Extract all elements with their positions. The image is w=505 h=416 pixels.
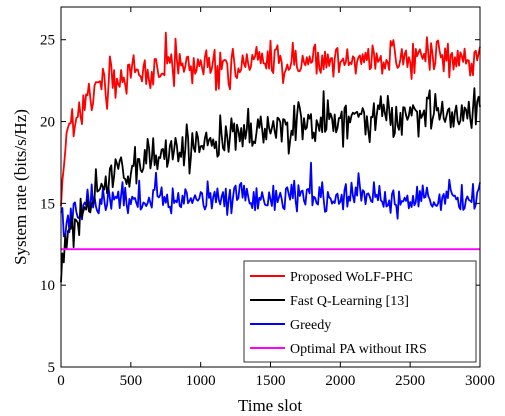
legend-label: Proposed WoLF-PHC [290,270,413,285]
y-tick-label: 5 [48,360,56,376]
y-tick-label: 25 [40,33,55,49]
legend-label: Greedy [290,318,331,333]
legend-label: Optimal PA without IRS [290,342,427,357]
x-tick-label: 1000 [186,373,216,389]
legend: Proposed WoLF-PHC Fast Q-Learning [13] Gre… [243,260,477,363]
x-tick-label: 1500 [256,373,286,389]
series-line-proposed-wolf-phc [60,31,481,207]
y-tick-label: 20 [40,115,55,131]
y-axis-label: System rate (bits/s/Hz) [11,109,30,265]
ticks-layer: 0 500 1000 1500 2000 2500 3000 5 10 15 20 25 [40,7,495,389]
y-tick-label: 15 [40,196,55,212]
legend-label: Fast Q-Learning [13] [290,294,409,309]
x-tick-label: 0 [57,373,65,389]
series-layer [60,31,481,283]
x-tick-label: 3000 [465,373,495,389]
legend-box [243,260,477,363]
y-tick-label: 10 [40,278,55,294]
x-tick-label: 2000 [325,373,355,389]
x-tick-label: 2500 [395,373,425,389]
x-tick-label: 500 [120,373,143,389]
x-axis-label: Time slot [238,396,302,415]
series-line-fast-q-learning-13 [60,87,481,283]
series-line-greedy [60,161,481,238]
